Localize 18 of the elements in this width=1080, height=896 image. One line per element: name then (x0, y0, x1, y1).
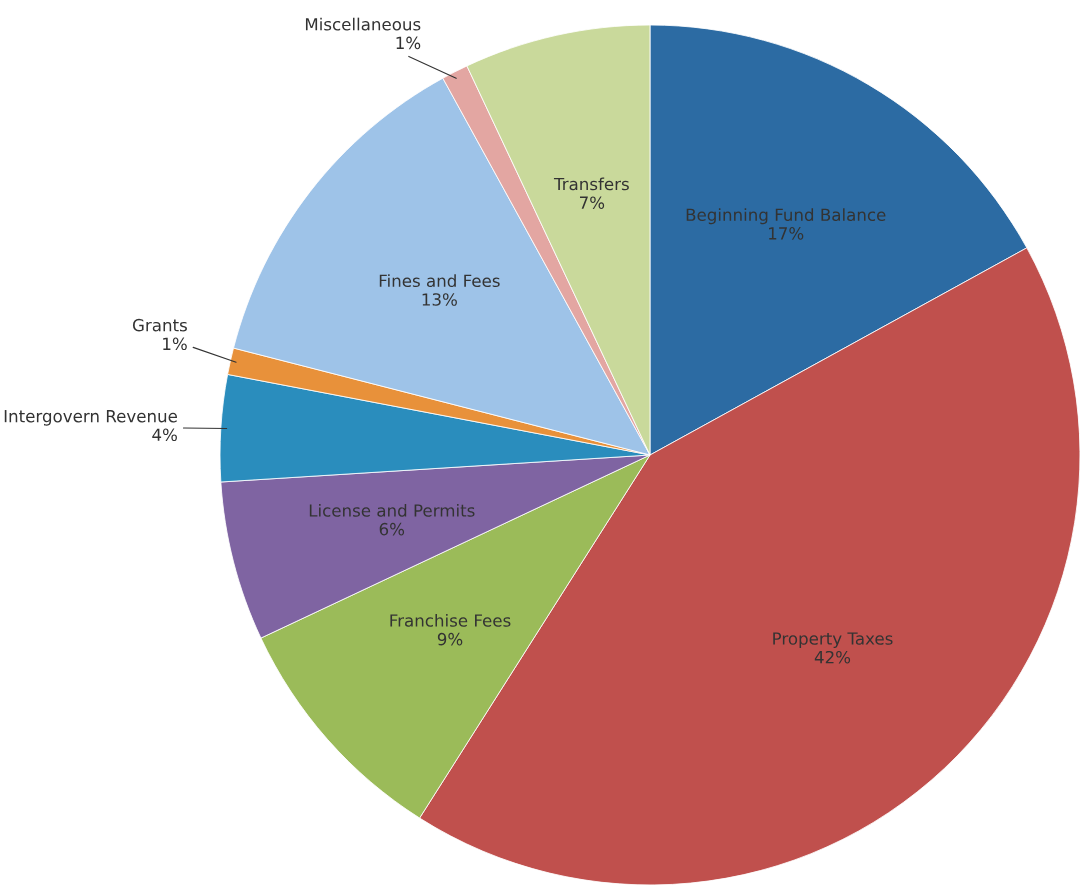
slice-label: Fines and Fees (379, 274, 500, 288)
slice-label: License and Permits (309, 503, 475, 517)
slice-label: Grants (132, 318, 187, 332)
slice-label: Miscellaneous (305, 17, 421, 31)
data-label: 17% (769, 227, 804, 240)
slice-label: Property Taxes (773, 632, 893, 649)
slice-label: Franchise Fees (390, 613, 511, 627)
data-label: 1% (163, 337, 187, 351)
data-label: 9% (437, 632, 463, 646)
slice-label: Intergovern Revenue (4, 410, 177, 426)
slice-label: Transfers (553, 177, 629, 191)
data-label: 4% (152, 428, 177, 442)
data-label: 6% (379, 522, 405, 536)
slice-label: Beginning Fund Balance (686, 208, 886, 225)
data-label: 1% (396, 36, 421, 50)
data-label: 42% (814, 650, 851, 664)
data-label: 7% (579, 196, 605, 209)
data-label: 13% (422, 293, 457, 306)
